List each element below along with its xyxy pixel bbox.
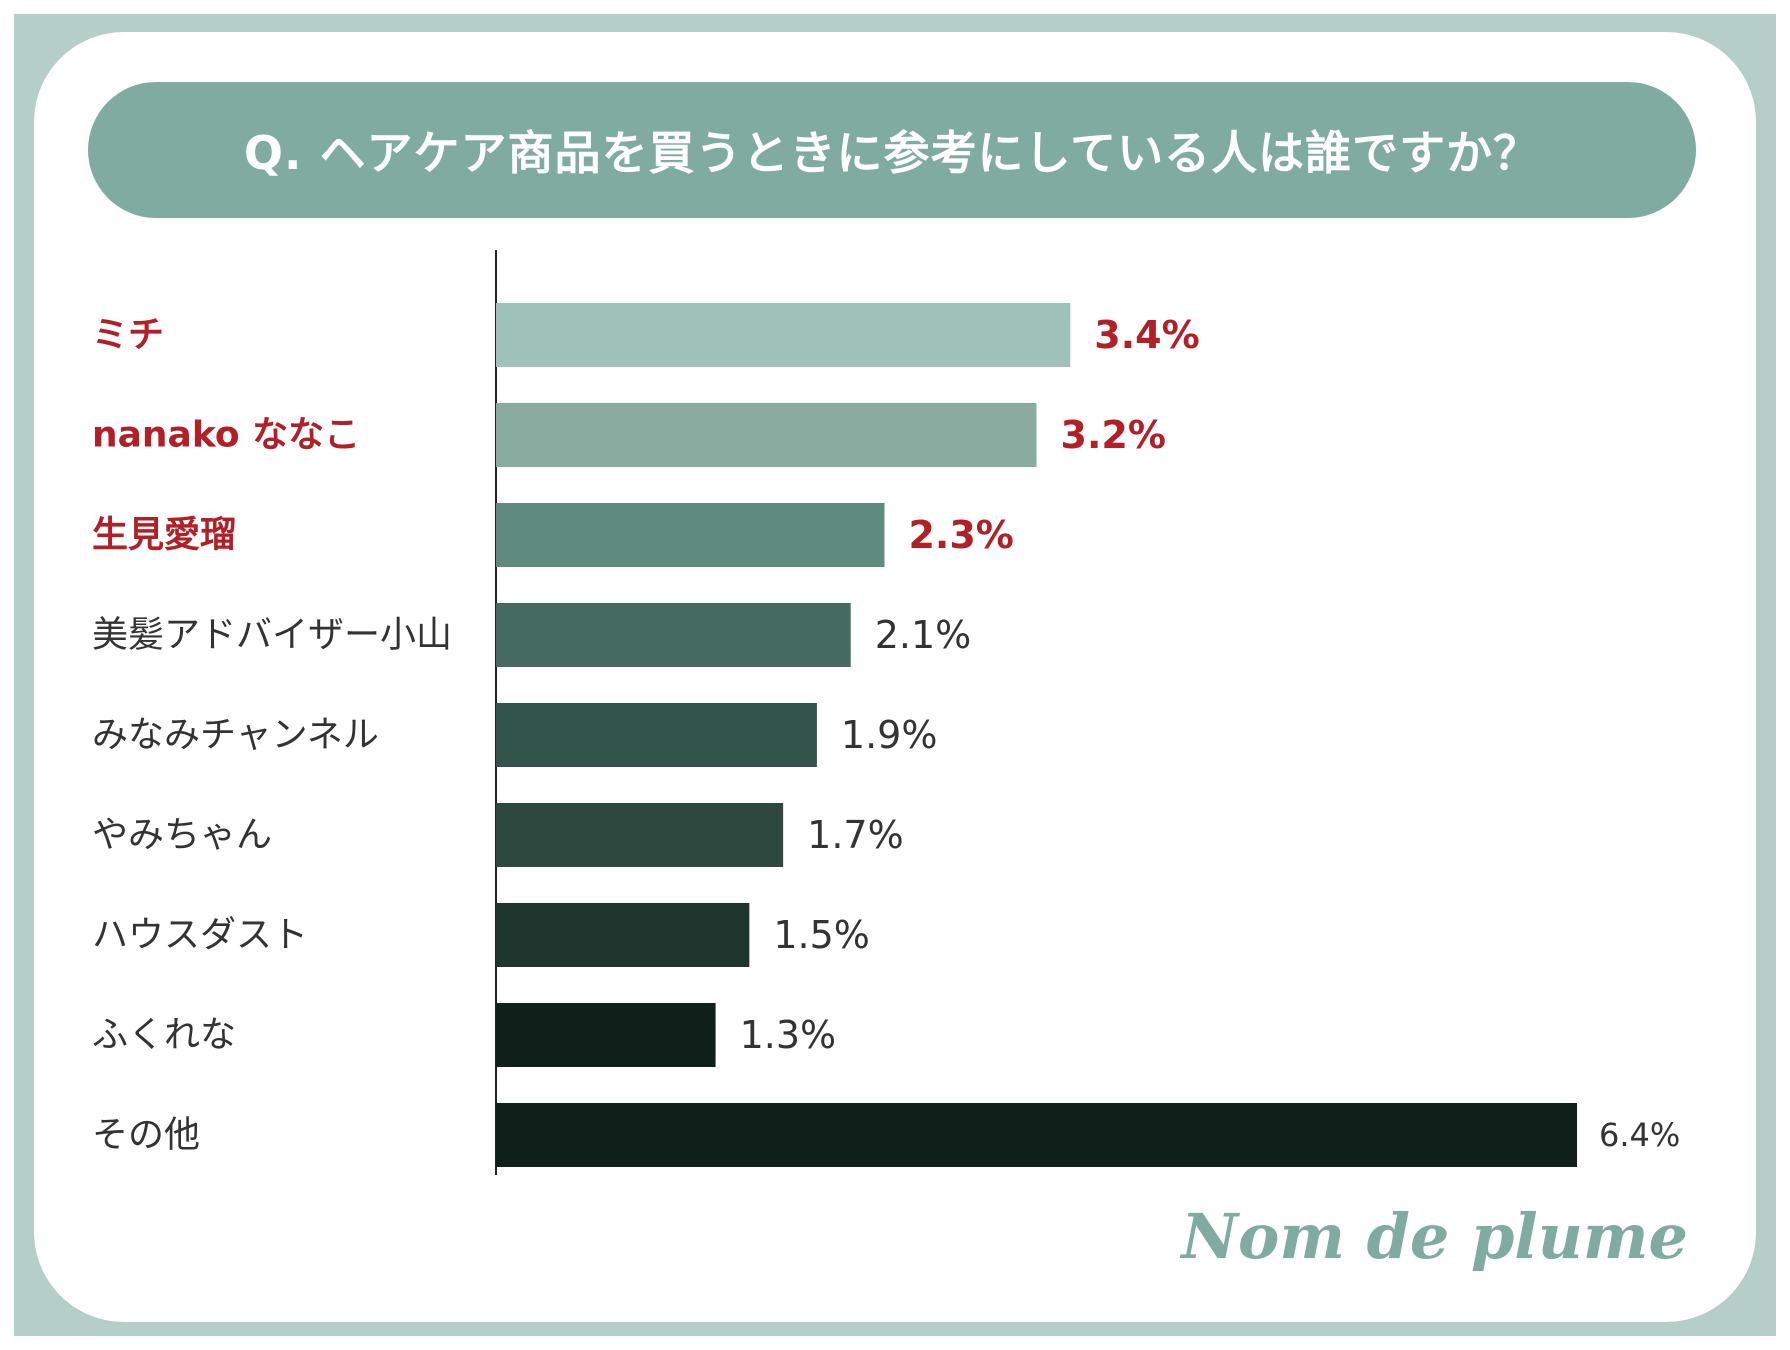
value-label-9: 6.4% bbox=[1599, 1116, 1680, 1154]
bar-7 bbox=[496, 903, 750, 967]
title-banner: Q. ヘアケア商品を買うときに参考にしている人は誰ですか？ bbox=[88, 82, 1696, 218]
category-label-7: ハウスダスト bbox=[92, 915, 308, 956]
brand-logo: Nom de plume bbox=[1181, 1200, 1688, 1273]
bar-4 bbox=[496, 603, 851, 667]
value-label-5: 1.9% bbox=[841, 713, 938, 757]
bar-8 bbox=[496, 1003, 716, 1067]
bar-9 bbox=[496, 1103, 1577, 1167]
category-label-5: みなみチャンネル bbox=[92, 715, 379, 756]
bar-6 bbox=[496, 803, 784, 867]
bar-2 bbox=[496, 403, 1037, 467]
category-label-3: 生見愛瑠 bbox=[92, 515, 236, 556]
value-label-7: 1.5% bbox=[773, 913, 870, 957]
category-label-8: ふくれな bbox=[92, 1015, 236, 1056]
value-label-3: 2.3% bbox=[908, 513, 1013, 557]
category-label-4: 美髪アドバイザー小山 bbox=[92, 615, 452, 656]
value-label-4: 2.1% bbox=[875, 613, 972, 657]
chart-title: Q. ヘアケア商品を買うときに参考にしている人は誰ですか？ bbox=[243, 126, 1541, 180]
bar-3 bbox=[496, 503, 885, 567]
category-label-9: その他 bbox=[92, 1115, 200, 1156]
value-label-1: 3.4% bbox=[1094, 313, 1199, 357]
value-label-6: 1.7% bbox=[807, 813, 904, 857]
value-label-2: 3.2% bbox=[1061, 413, 1166, 457]
bar-5 bbox=[496, 703, 817, 767]
category-label-1: ミチ bbox=[92, 315, 164, 356]
category-label-2: nanako ななこ bbox=[92, 415, 360, 456]
bar-1 bbox=[496, 303, 1071, 367]
category-label-6: やみちゃん bbox=[92, 815, 272, 856]
value-label-8: 1.3% bbox=[740, 1013, 837, 1057]
